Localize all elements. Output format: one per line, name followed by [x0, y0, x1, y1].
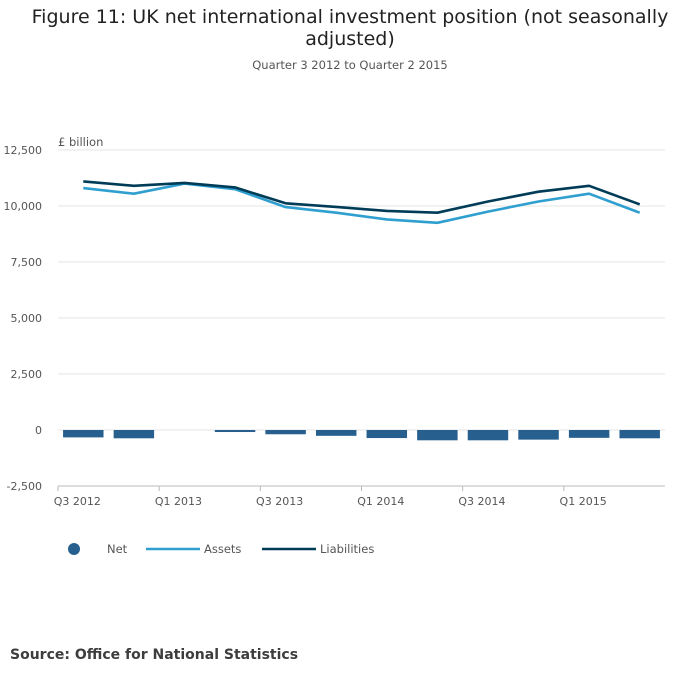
x-tick-label: Q3 2013	[256, 495, 303, 508]
x-tick-label: Q1 2015	[560, 495, 607, 508]
y-tick-label: 0	[35, 424, 42, 437]
net-bar	[619, 430, 660, 439]
source-note: Source: Office for National Statistics	[10, 647, 299, 663]
net-bar	[366, 430, 408, 439]
y-tick-label: 10,000	[4, 200, 43, 213]
y-tick-label: 12,500	[4, 144, 43, 157]
x-tick-label: Q1 2014	[357, 495, 404, 508]
net-bar	[467, 430, 509, 441]
net-bar	[568, 430, 610, 438]
net-bar	[518, 430, 559, 440]
y-axis-label: £ billion	[58, 135, 103, 149]
x-tick-label: Q1 2013	[155, 495, 202, 508]
chart-title: Figure 11: UK net international investme…	[31, 6, 669, 50]
y-tick-label: 2,500	[11, 368, 43, 381]
liabilities-line	[83, 180, 641, 214]
legend-assets-label: Assets	[204, 542, 241, 556]
y-tick-label: -2,500	[7, 480, 42, 493]
net-bar	[315, 430, 357, 436]
net-bar	[214, 430, 256, 433]
legend-net-marker	[68, 543, 80, 555]
net-bar	[63, 430, 104, 438]
net-bar	[265, 430, 306, 435]
net-bar	[113, 430, 155, 439]
assets-line	[83, 182, 641, 225]
x-tick-label: Q3 2012	[54, 495, 101, 508]
legend-net-label: Net	[107, 542, 128, 556]
chart: -2,500 0 2,500 5,000 7,500 10,000 12,500 £ bill…	[4, 135, 665, 556]
legend-liabilities-label: Liabilities	[320, 542, 374, 556]
y-tick-label: 5,000	[11, 312, 43, 325]
y-tick-label: 7,500	[11, 256, 43, 269]
net-bar	[417, 430, 458, 441]
chart-subtitle: Quarter 3 2012 to Quarter 2 2015	[252, 58, 448, 72]
x-tick-label: Q3 2014	[458, 495, 505, 508]
